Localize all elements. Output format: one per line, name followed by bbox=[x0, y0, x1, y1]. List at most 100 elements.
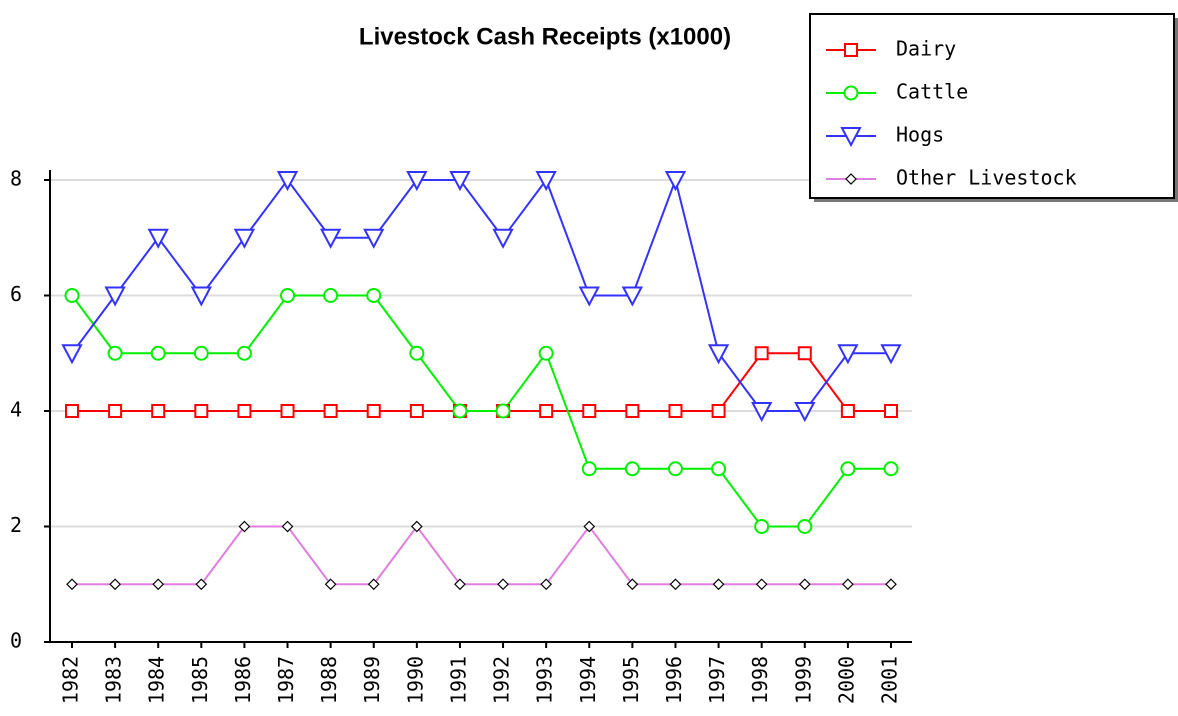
data-point bbox=[669, 578, 682, 591]
y-tick-label: 4 bbox=[10, 398, 22, 422]
data-point bbox=[193, 345, 209, 361]
legend-marker bbox=[844, 43, 858, 57]
x-tick-label: 1996 bbox=[662, 656, 686, 704]
data-point bbox=[626, 578, 639, 591]
legend-label: Dairy bbox=[896, 37, 956, 61]
data-point bbox=[109, 578, 121, 591]
data-point bbox=[452, 403, 468, 419]
data-point bbox=[61, 344, 83, 365]
data-point bbox=[366, 288, 382, 303]
data-point bbox=[150, 345, 166, 361]
y-tick-label: 2 bbox=[10, 513, 22, 537]
data-point bbox=[880, 344, 902, 365]
data-point bbox=[754, 346, 769, 361]
y-tick-label: 6 bbox=[10, 282, 22, 306]
data-point bbox=[755, 578, 768, 591]
data-point bbox=[194, 404, 209, 418]
data-point bbox=[837, 344, 859, 365]
data-point bbox=[409, 404, 424, 418]
data-point bbox=[495, 403, 511, 419]
data-point bbox=[108, 404, 123, 418]
x-tick-label: 1993 bbox=[533, 656, 557, 704]
data-point bbox=[233, 228, 256, 249]
legend-marker bbox=[843, 85, 859, 101]
x-tick-label: 1995 bbox=[619, 656, 643, 704]
data-point bbox=[582, 404, 597, 418]
data-point bbox=[797, 519, 813, 534]
data-point bbox=[624, 461, 640, 477]
x-tick-label: 1989 bbox=[360, 656, 384, 704]
data-point bbox=[707, 344, 730, 365]
data-point bbox=[667, 461, 683, 477]
chart-title: Livestock Cash Receipts (x1000) bbox=[359, 23, 731, 50]
data-point bbox=[883, 461, 899, 477]
x-tick-label: 1982 bbox=[59, 656, 83, 704]
data-point bbox=[798, 578, 811, 591]
data-point bbox=[64, 288, 80, 303]
data-point bbox=[885, 578, 897, 591]
x-tick-label: 2001 bbox=[878, 656, 902, 704]
x-tick-label: 1997 bbox=[705, 656, 729, 704]
data-point bbox=[754, 519, 770, 534]
data-point bbox=[751, 402, 773, 423]
data-point bbox=[621, 286, 644, 307]
data-point bbox=[406, 171, 428, 192]
data-point bbox=[319, 228, 342, 249]
data-point bbox=[535, 171, 557, 192]
data-point bbox=[237, 404, 252, 418]
data-point bbox=[410, 520, 423, 533]
data-point bbox=[540, 578, 553, 591]
data-point bbox=[104, 286, 126, 307]
series-line bbox=[71, 176, 891, 412]
data-point bbox=[323, 288, 339, 303]
data-point bbox=[711, 461, 727, 477]
x-tick-label: 2000 bbox=[834, 656, 858, 704]
x-tick-label: 1986 bbox=[231, 656, 255, 704]
data-point bbox=[668, 404, 683, 418]
data-point bbox=[454, 578, 466, 591]
data-point bbox=[711, 404, 726, 418]
data-point bbox=[794, 402, 816, 423]
data-point bbox=[578, 286, 600, 307]
data-point bbox=[449, 171, 471, 192]
data-point bbox=[190, 286, 212, 307]
data-point bbox=[323, 404, 338, 418]
y-tick-label: 0 bbox=[10, 629, 22, 653]
data-point bbox=[195, 578, 208, 591]
data-point bbox=[840, 461, 856, 477]
legend-marker bbox=[845, 173, 857, 185]
x-tick-label: 1983 bbox=[102, 656, 126, 704]
data-point bbox=[276, 171, 299, 192]
x-tick-label: 1985 bbox=[188, 656, 212, 704]
legend-label: Other Livestock bbox=[896, 166, 1077, 190]
data-point bbox=[367, 578, 380, 591]
data-point bbox=[151, 404, 166, 418]
data-point bbox=[492, 228, 514, 249]
legend-marker bbox=[840, 127, 862, 148]
data-point bbox=[625, 404, 640, 418]
x-tick-label: 1991 bbox=[446, 656, 470, 704]
y-tick-label: 8 bbox=[10, 167, 22, 191]
data-point bbox=[152, 578, 165, 591]
data-point bbox=[840, 404, 855, 418]
data-point bbox=[238, 520, 251, 533]
data-point bbox=[884, 404, 898, 418]
series-line bbox=[72, 524, 891, 586]
data-point bbox=[66, 578, 78, 591]
x-tick-label: 1988 bbox=[317, 656, 341, 704]
data-point bbox=[366, 404, 381, 418]
x-tick-label: 1990 bbox=[403, 656, 427, 704]
x-tick-label: 1987 bbox=[274, 656, 298, 704]
data-point bbox=[147, 228, 169, 249]
data-point bbox=[581, 461, 597, 477]
data-point bbox=[236, 345, 252, 361]
data-point bbox=[363, 228, 385, 249]
data-point bbox=[107, 345, 123, 361]
data-point bbox=[583, 520, 596, 533]
x-tick-label: 1984 bbox=[145, 656, 169, 704]
legend-label: Cattle bbox=[896, 80, 968, 104]
data-point bbox=[280, 404, 295, 418]
legend-label: Hogs bbox=[896, 123, 944, 147]
x-tick-label: 1999 bbox=[791, 656, 815, 704]
